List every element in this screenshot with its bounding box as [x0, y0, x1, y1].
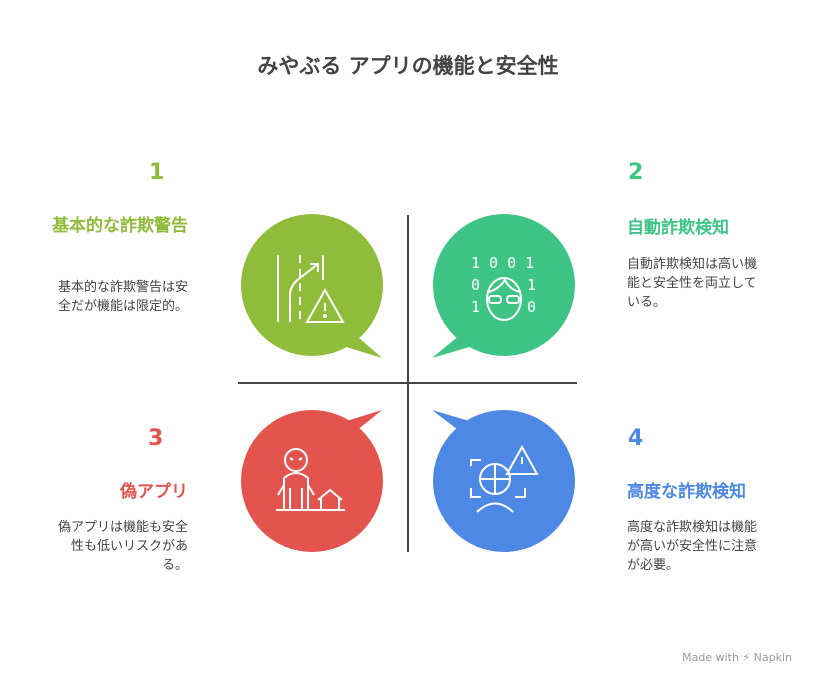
- quadrant-3-number: 3: [148, 426, 164, 451]
- binary-digit: 0: [471, 276, 480, 294]
- quadrant-2-heading: 自動詐欺検知: [627, 218, 729, 238]
- quadrant-2-description: 自動詐欺検知は高い機能と安全性を両立している。: [627, 257, 758, 310]
- binary-digit: 1: [471, 298, 480, 316]
- monster-house-icon: [276, 448, 345, 511]
- binary-digits-top: 1 0 0 1: [471, 254, 534, 272]
- quadrant-4-heading: 高度な詐欺検知: [627, 482, 746, 502]
- bubble-1: [241, 214, 383, 358]
- quadrant-2-number: 2: [628, 160, 644, 185]
- face-scan-warning-icon: [470, 444, 539, 513]
- road-merge-warning-icon: [277, 255, 345, 323]
- binary-digit: 1: [527, 276, 536, 294]
- binary-digit: 0: [527, 298, 536, 316]
- quadrant-4-number: 4: [628, 426, 644, 451]
- bubble-2: [432, 214, 575, 358]
- quadrant-1-description: 基本的な詐欺警告は安全だが機能は限定的。: [57, 280, 188, 314]
- napkin-watermark[interactable]: Made with ⚡ Napkin: [682, 651, 792, 664]
- quadrant-1-number: 1: [149, 160, 165, 185]
- bubble-4: [432, 410, 575, 552]
- quadrant-4-description: 高度な詐欺検知は機能が高いが安全性に注意が必要。: [627, 520, 758, 573]
- binary-face-icon: [486, 277, 522, 321]
- quadrant-3-description: 偽アプリは機能も安全性も低いリスクがある。: [57, 520, 188, 573]
- quadrant-3-heading: 偽アプリ: [120, 482, 188, 502]
- page-title: みやぶる アプリの機能と安全性: [257, 54, 559, 78]
- bubble-3: [241, 410, 383, 552]
- quadrant-1-heading: 基本的な詐欺警告: [52, 216, 188, 236]
